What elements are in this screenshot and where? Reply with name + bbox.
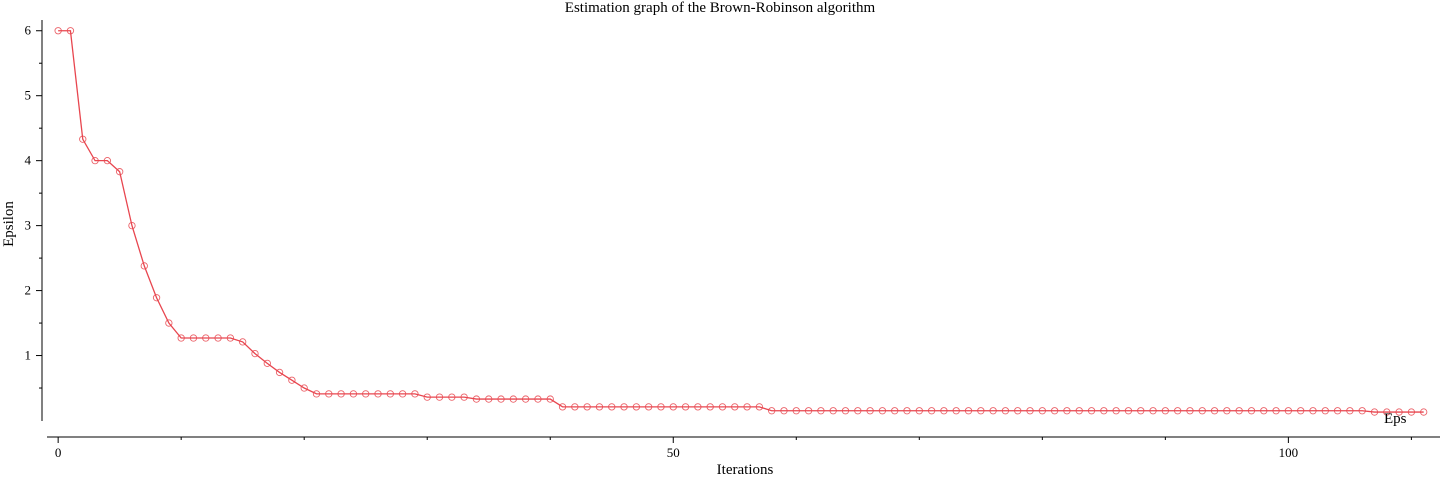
y-axis-label: Epsilon — [1, 201, 17, 247]
x-axis: 0 50 100 — [47, 437, 1440, 460]
y-tick-label: 3 — [25, 218, 32, 233]
x-tick-label: 50 — [667, 445, 680, 460]
y-tick-label: 1 — [25, 348, 32, 363]
y-tick-label: 2 — [25, 283, 32, 298]
y-axis: 1 2 3 4 5 6 — [25, 20, 43, 421]
x-tick-label: 0 — [55, 445, 62, 460]
y-tick-label: 4 — [25, 153, 32, 168]
series-layer — [55, 28, 1427, 416]
chart-title: Estimation graph of the Brown-Robinson a… — [565, 0, 876, 16]
x-tick-label: 100 — [1279, 445, 1299, 460]
x-axis-label: Iterations — [717, 462, 774, 478]
y-tick-label: 6 — [25, 23, 32, 38]
y-tick-label: 5 — [25, 88, 32, 103]
legend-label-eps: Eps — [1384, 411, 1407, 427]
series-line-eps — [58, 31, 1424, 412]
